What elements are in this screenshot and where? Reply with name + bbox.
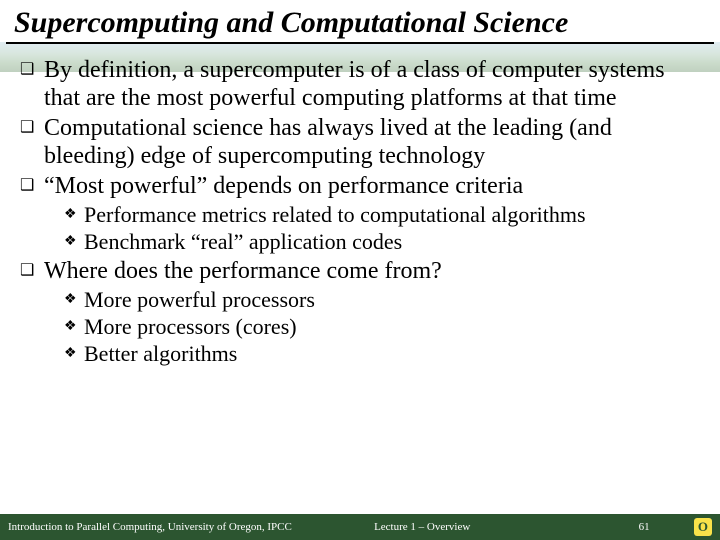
bullet-marker-circle-icon: ❖ <box>64 341 84 367</box>
bullet-l2: ❖ More processors (cores) <box>64 314 702 340</box>
bullet-l2: ❖ Performance metrics related to computa… <box>64 202 702 228</box>
oregon-logo-icon: O <box>694 518 712 536</box>
bullet-text: Where does the performance come from? <box>44 257 442 285</box>
footer-bar: Introduction to Parallel Computing, Univ… <box>0 514 720 540</box>
footer-logo: O <box>656 518 712 536</box>
bullet-l1: ❑ Computational science has always lived… <box>18 114 702 170</box>
bullet-text: More processors (cores) <box>84 314 297 340</box>
slide-title: Supercomputing and Computational Science <box>0 0 720 42</box>
bullet-l1: ❑ By definition, a supercomputer is of a… <box>18 56 702 112</box>
bullet-text: Computational science has always lived a… <box>44 114 702 170</box>
bullet-marker-square-icon: ❑ <box>18 172 44 200</box>
bullet-text: More powerful processors <box>84 287 315 313</box>
footer-left-text: Introduction to Parallel Computing, Univ… <box>8 521 374 533</box>
bullet-marker-circle-icon: ❖ <box>64 202 84 228</box>
bullet-text: Better algorithms <box>84 341 237 367</box>
title-underline <box>6 42 714 44</box>
bullet-text: Benchmark “real” application codes <box>84 229 402 255</box>
footer-lecture-text: Lecture 1 – Overview <box>374 521 606 533</box>
bullet-marker-square-icon: ❑ <box>18 56 44 112</box>
bullet-marker-square-icon: ❑ <box>18 114 44 170</box>
bullet-l1: ❑ Where does the performance come from? <box>18 257 702 285</box>
bullet-marker-circle-icon: ❖ <box>64 287 84 313</box>
bullet-l2: ❖ Benchmark “real” application codes <box>64 229 702 255</box>
bullet-text: “Most powerful” depends on performance c… <box>44 172 523 200</box>
bullet-text: By definition, a supercomputer is of a c… <box>44 56 702 112</box>
bullet-l2: ❖ More powerful processors <box>64 287 702 313</box>
bullet-marker-square-icon: ❑ <box>18 257 44 285</box>
bullet-marker-circle-icon: ❖ <box>64 314 84 340</box>
bullet-marker-circle-icon: ❖ <box>64 229 84 255</box>
slide-body: ❑ By definition, a supercomputer is of a… <box>0 50 720 514</box>
bullet-text: Performance metrics related to computati… <box>84 202 586 228</box>
bullet-l2: ❖ Better algorithms <box>64 341 702 367</box>
footer-page-number: 61 <box>606 521 655 533</box>
slide: Supercomputing and Computational Science… <box>0 0 720 540</box>
bullet-l1: ❑ “Most powerful” depends on performance… <box>18 172 702 200</box>
